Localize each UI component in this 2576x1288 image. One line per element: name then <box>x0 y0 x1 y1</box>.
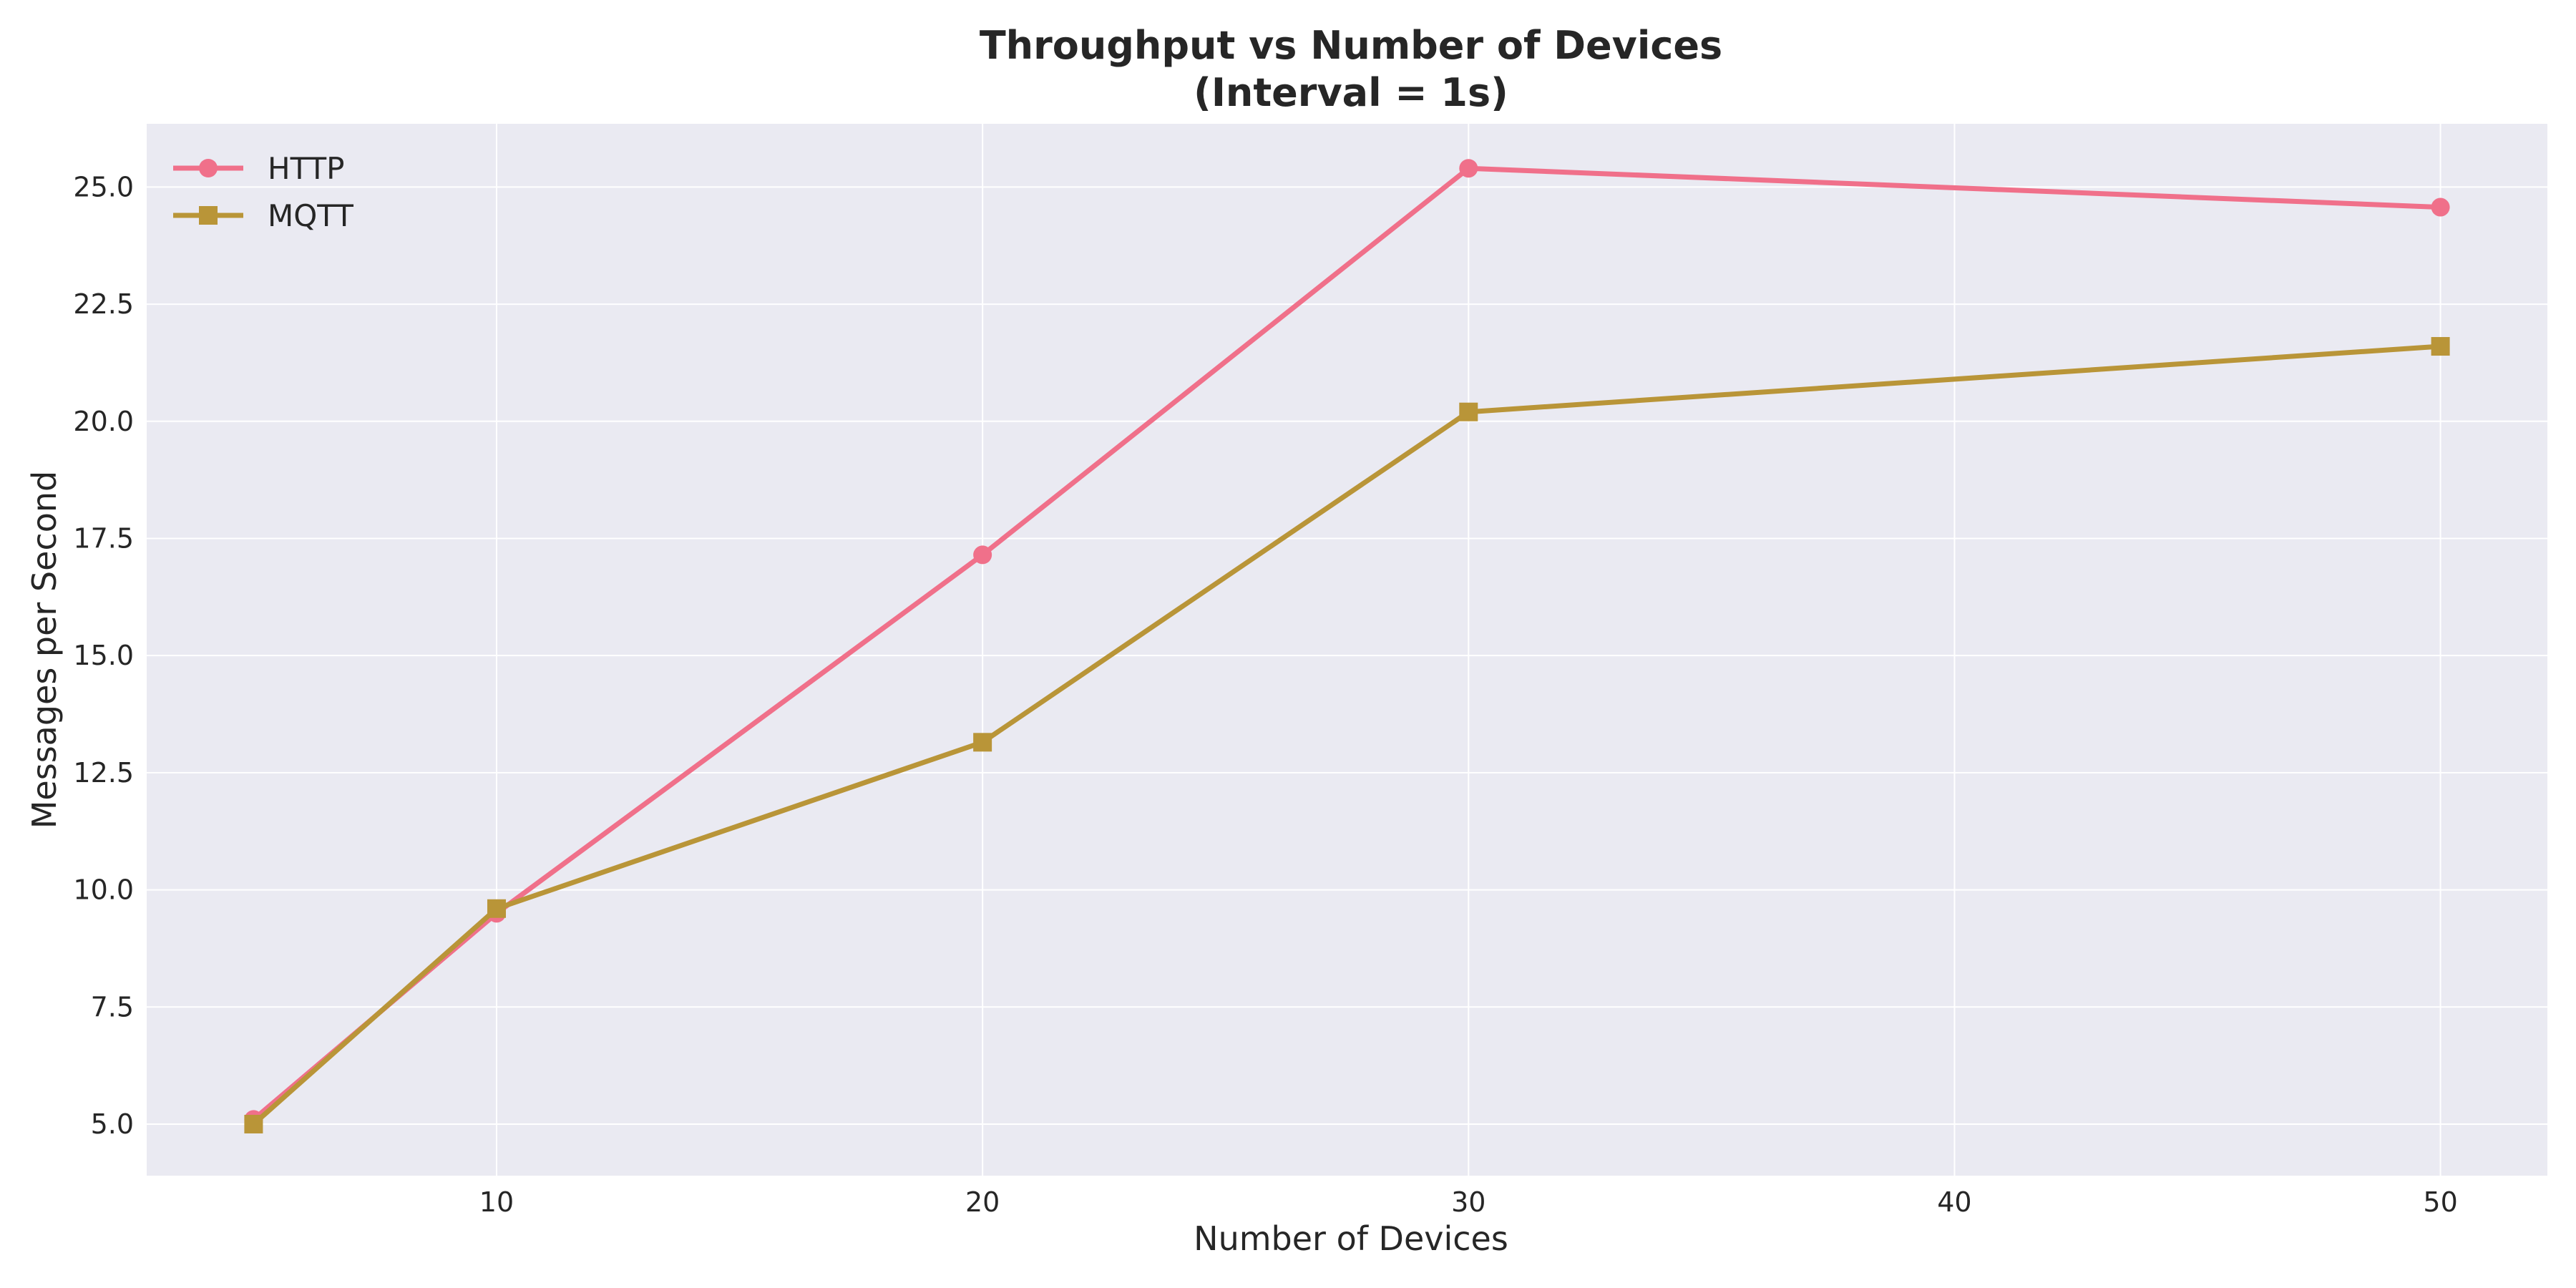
legend-label-http: HTTP <box>268 151 344 186</box>
y-tick-label: 5.0 <box>91 1108 134 1140</box>
legend-marker <box>199 159 218 177</box>
plot-area <box>147 124 2547 1176</box>
y-tick-label: 25.0 <box>73 171 134 203</box>
x-tick-label: 20 <box>965 1186 1000 1218</box>
y-tick-label: 12.5 <box>73 757 134 789</box>
chart-title-line1: Throughput vs Number of Devices <box>980 23 1722 68</box>
x-tick-label: 10 <box>479 1186 514 1218</box>
x-tick-label: 50 <box>2423 1186 2457 1218</box>
chart-title-line2: (Interval = 1s) <box>1194 70 1508 115</box>
y-tick-label: 15.0 <box>73 640 134 671</box>
series-layer <box>244 159 2450 1133</box>
y-tick-label: 22.5 <box>73 288 134 320</box>
legend-label-mqtt: MQTT <box>268 198 353 233</box>
data-point-http <box>973 545 992 565</box>
y-tick-label: 10.0 <box>73 874 134 906</box>
data-point-mqtt <box>1459 402 1478 421</box>
x-tick-label: 30 <box>1451 1186 1485 1218</box>
data-point-mqtt <box>487 899 506 918</box>
y-tick-label: 20.0 <box>73 406 134 437</box>
data-point-mqtt <box>244 1114 263 1133</box>
tick-layer: 5.0 7.5 10.0 12.5 15.0 17.5 20.0 22.5 25.0 10 20 30… <box>73 171 2457 1218</box>
legend-marker <box>199 206 218 225</box>
data-point-mqtt <box>2431 337 2450 356</box>
data-point-http <box>2431 197 2450 217</box>
legend: HTTP MQTT <box>173 151 353 233</box>
y-tick-label: 17.5 <box>73 522 134 554</box>
y-axis-label: Messages per Second <box>25 471 64 829</box>
data-point-http <box>1459 159 1478 178</box>
x-tick-label: 40 <box>1937 1186 1971 1218</box>
x-axis-label: Number of Devices <box>1194 1219 1508 1258</box>
y-tick-label: 7.5 <box>91 991 134 1023</box>
data-point-mqtt <box>973 733 992 752</box>
